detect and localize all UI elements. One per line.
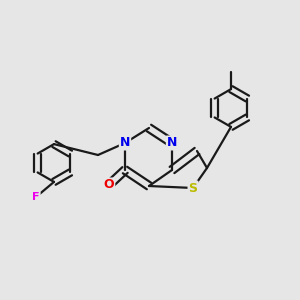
Text: F: F: [32, 192, 40, 202]
Text: S: S: [188, 182, 197, 194]
Text: N: N: [120, 136, 130, 149]
Text: N: N: [167, 136, 177, 149]
Text: O: O: [104, 178, 114, 191]
